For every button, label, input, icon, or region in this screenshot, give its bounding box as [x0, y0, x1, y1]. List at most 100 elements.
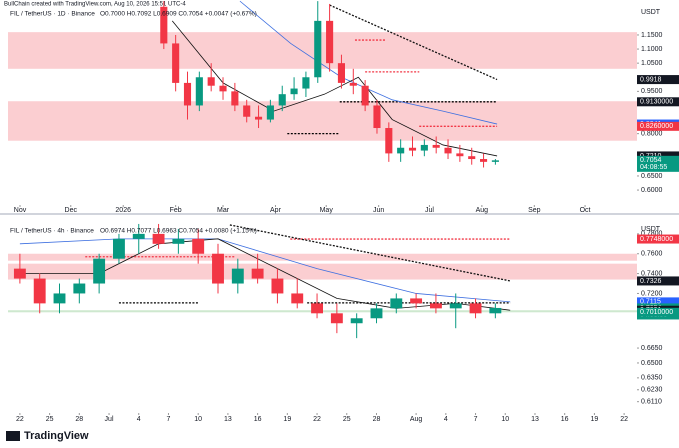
- x-tick-label: 7: [474, 416, 478, 423]
- x-tick-label: 16: [254, 416, 262, 423]
- candle-body: [489, 307, 502, 314]
- x-tick-label: 25: [46, 416, 54, 423]
- candle-body: [468, 156, 476, 160]
- y-tick-label: 0.7600: [641, 251, 663, 258]
- x-tick-label: 2026: [115, 207, 131, 214]
- candle-body: [449, 303, 462, 309]
- credit: BullChain created with TradingView.com, …: [4, 2, 186, 8]
- chart-title: FIL / TetherUS · 1D · Binance: [10, 11, 95, 18]
- zone: [8, 253, 637, 261]
- x-tick-label: Dec: [65, 207, 78, 214]
- candle-body: [314, 20, 322, 78]
- candle-body: [219, 85, 227, 92]
- price-tag-label: 0.7054: [640, 157, 662, 164]
- countdown: 04:08:55: [640, 164, 667, 171]
- price-tag-bg: [637, 234, 679, 244]
- x-tick-label: Nov: [14, 207, 27, 214]
- y-tick-label: 1.1000: [641, 46, 663, 53]
- ohlc-legend: O0.7000 H0.7092 L0.6909 C0.7054 +0.0047 …: [100, 11, 257, 18]
- trend-line: [329, 4, 498, 81]
- x-tick-label: 22: [16, 416, 24, 423]
- candle-body: [326, 20, 334, 64]
- candle-body: [444, 147, 452, 154]
- candle-body: [291, 293, 304, 304]
- candle-body: [231, 268, 244, 284]
- price-tag-bg: [637, 297, 679, 307]
- candle-body: [330, 313, 343, 324]
- x-tick-label: 16: [561, 416, 569, 423]
- candle-body: [429, 303, 442, 309]
- price-tag-label: 0.8260000: [640, 123, 673, 130]
- price-tag-label: 0.9918: [640, 76, 662, 83]
- zone: [8, 32, 637, 69]
- price-tag-bg: [637, 97, 679, 107]
- candle-body: [73, 283, 86, 294]
- candle-body: [491, 160, 499, 162]
- price-tag-bg: [637, 276, 679, 286]
- x-tick-label: Apr: [270, 207, 282, 214]
- brand-logo: [6, 431, 20, 441]
- candle-body: [311, 303, 323, 314]
- candle-body: [266, 105, 274, 120]
- candle-body: [361, 85, 369, 106]
- x-tick-label: 22: [313, 416, 321, 423]
- x-tick-label: 19: [283, 416, 291, 423]
- y-tick-label: 1.1500: [641, 32, 663, 39]
- y-tick-label: 0.6110: [641, 399, 662, 406]
- candle-body: [480, 159, 488, 162]
- x-tick-label: 4: [444, 416, 448, 423]
- ohlc-legend: O0.6974 H0.7077 L0.6963 C0.7054 +0.0080 …: [100, 228, 257, 235]
- candle-body: [408, 147, 417, 151]
- candle-body: [373, 105, 381, 129]
- candle-body: [278, 94, 286, 106]
- candle-body: [207, 77, 215, 86]
- x-tick-label: 25: [343, 416, 351, 423]
- trend-line: [229, 224, 511, 282]
- price-tag: 0.9918: [637, 75, 679, 85]
- x-tick-label: 19: [591, 416, 599, 423]
- price-tag-bg: [637, 75, 679, 85]
- price-tag: 0.8260000: [637, 121, 679, 131]
- x-tick-label: 13: [531, 416, 539, 423]
- candle-body: [290, 88, 298, 95]
- candle-body: [192, 238, 205, 254]
- x-tick-label: 4: [137, 416, 141, 423]
- chart-title: FIL / TetherUS · 4h · Binance: [10, 228, 94, 235]
- x-tick-label: Aug: [476, 207, 489, 214]
- x-tick-label: May: [320, 207, 334, 214]
- y-tick-label: 0.6500: [641, 173, 663, 180]
- candle-body: [172, 238, 185, 244]
- price-unit: USDT: [641, 226, 661, 233]
- candle-body: [183, 82, 192, 106]
- moving-average: [19, 238, 511, 303]
- candle-body: [397, 147, 405, 154]
- candle-body: [132, 233, 145, 239]
- y-tick-label: 0.6230: [641, 387, 663, 394]
- candle-body: [385, 128, 393, 154]
- candle-body: [432, 144, 440, 148]
- candle-body: [195, 77, 203, 106]
- candle-body: [212, 253, 224, 284]
- x-tick-label: 28: [373, 416, 381, 423]
- y-tick-label: 0.6350: [641, 375, 663, 382]
- candle-body: [231, 91, 239, 106]
- x-tick-label: Mar: [217, 207, 230, 214]
- price-tag-bg: [637, 307, 679, 317]
- zone: [8, 101, 637, 141]
- price-tag-label: 0.7748000: [640, 236, 673, 243]
- price-tag-bg: [637, 121, 679, 131]
- zone: [8, 263, 637, 280]
- plot-area: [8, 0, 637, 168]
- price-tag-label: 0.9130000: [640, 99, 673, 106]
- price-unit: USDT: [641, 9, 661, 16]
- candle-body: [13, 268, 26, 279]
- price-tag: 0.7115: [637, 297, 679, 307]
- y-tick-label: 0.6500: [641, 360, 663, 367]
- price-tag-label: 0.7010000: [640, 309, 673, 316]
- price-tag: 0.9130000: [637, 97, 679, 107]
- candle-body: [172, 43, 180, 83]
- candle-body: [152, 233, 165, 244]
- candle-body: [254, 116, 263, 120]
